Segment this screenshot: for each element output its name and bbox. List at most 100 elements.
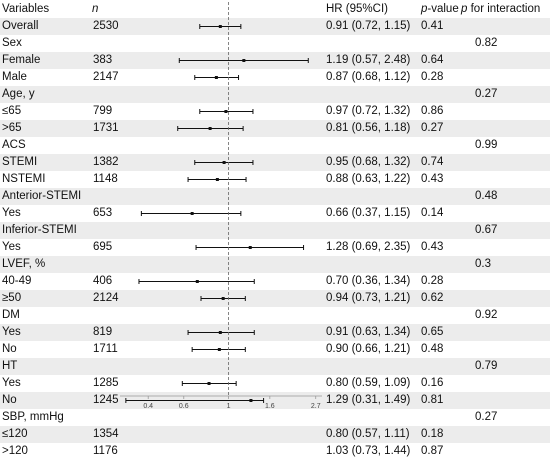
- row-hr-ci: 0.87 (0.68, 1.12): [326, 71, 411, 83]
- row-label: Overall: [2, 20, 39, 32]
- row-hr-ci: 0.91 (0.63, 1.34): [326, 326, 411, 338]
- row-label: Sex: [2, 37, 22, 49]
- header-hr: HR (95%CI): [326, 3, 388, 15]
- row-n: 406: [93, 275, 113, 287]
- row-p-value: 0.18: [421, 428, 444, 440]
- row-n: 1354: [93, 428, 119, 440]
- row-n: 1148: [93, 173, 118, 185]
- row-stripe: [0, 324, 550, 341]
- x-tick-label: 2.7: [311, 403, 321, 410]
- row-stripe: [0, 290, 550, 307]
- row-stripe: [0, 154, 550, 171]
- row-hr-ci: 0.95 (0.68, 1.32): [326, 156, 411, 168]
- row-p-value: 0.62: [421, 292, 444, 304]
- hr-point: [249, 399, 253, 402]
- row-stripe: [0, 256, 550, 273]
- row-p-value: 0.81: [421, 394, 444, 406]
- x-tick-label: 1: [227, 403, 231, 410]
- hr-point: [218, 331, 222, 334]
- row-hr-ci: 0.66 (0.37, 1.15): [326, 207, 411, 219]
- row-hr-ci: 1.19 (0.57, 2.48): [326, 54, 411, 66]
- row-label: Male: [2, 71, 27, 83]
- row-label: Yes: [2, 377, 21, 389]
- row-p-value: 0.86: [421, 105, 444, 117]
- row-n: 1176: [93, 445, 118, 457]
- row-p-interaction: 0.82: [475, 37, 498, 49]
- row-hr-ci: 0.70 (0.36, 1.34): [326, 275, 411, 287]
- row-stripe: [0, 426, 550, 443]
- hr-point: [222, 161, 226, 164]
- hr-point: [242, 59, 246, 62]
- row-p-value: 0.43: [421, 241, 444, 253]
- row-n: 1711: [93, 343, 118, 355]
- row-n: 2124: [93, 292, 119, 304]
- row-label: Anterior-STEMI: [2, 190, 82, 202]
- row-p-interaction: 0.67: [475, 224, 498, 236]
- row-hr-ci: 1.29 (0.31, 1.49): [326, 394, 411, 406]
- row-stripe: [0, 18, 550, 35]
- row-n: 2147: [93, 71, 119, 83]
- row-label: No: [2, 394, 17, 406]
- row-label: 40-49: [2, 275, 32, 287]
- row-hr-ci: 1.28 (0.69, 2.35): [326, 241, 411, 253]
- row-label: No: [2, 343, 17, 355]
- header-n: n: [92, 3, 99, 15]
- header-p-value-p: p: [421, 3, 428, 15]
- hr-point: [218, 25, 222, 28]
- row-n: 653: [93, 207, 113, 219]
- row-p-interaction: 0.3: [475, 258, 491, 270]
- row-hr-ci: 0.88 (0.63, 1.22): [326, 173, 411, 185]
- row-label: >120: [2, 445, 28, 457]
- row-label: ≤65: [2, 105, 22, 117]
- row-p-value: 0.28: [421, 275, 444, 287]
- hr-point: [215, 178, 219, 181]
- hr-point: [208, 127, 212, 130]
- header-p-interaction-rest: for interaction: [467, 3, 541, 15]
- hr-point: [224, 110, 228, 113]
- header-p-value-rest: -value: [427, 3, 459, 15]
- row-label: Yes: [2, 241, 21, 253]
- row-n: 1285: [93, 377, 119, 389]
- header-variables: Variables: [2, 3, 50, 15]
- row-p-value: 0.74: [421, 156, 444, 168]
- row-n: 799: [93, 105, 113, 117]
- row-label: STEMI: [2, 156, 38, 168]
- row-p-interaction: 0.99: [475, 139, 498, 151]
- row-label: Inferior-STEMI: [2, 224, 77, 236]
- row-stripe: [0, 120, 550, 137]
- header-p-interaction: p for interaction: [461, 1, 540, 18]
- row-p-interaction: 0.92: [475, 309, 498, 321]
- x-tick-label: 1.6: [265, 403, 275, 410]
- row-p-value: 0.14: [421, 207, 444, 219]
- row-label: DM: [2, 309, 20, 321]
- row-hr-ci: 0.80 (0.59, 1.09): [326, 377, 411, 389]
- header-p-interaction-p: p: [461, 3, 468, 15]
- row-hr-ci: 1.03 (0.73, 1.44): [326, 445, 411, 457]
- row-p-interaction: 0.27: [475, 88, 498, 100]
- row-n: 2530: [93, 20, 119, 32]
- row-hr-ci: 0.97 (0.72, 1.32): [326, 105, 411, 117]
- row-label: LVEF, %: [2, 258, 46, 270]
- row-label: >65: [2, 122, 22, 134]
- hr-point: [217, 348, 221, 351]
- x-tick-label: 0.6: [179, 403, 189, 410]
- row-stripe: [0, 188, 550, 205]
- row-n: 1245: [93, 394, 119, 406]
- row-hr-ci: 0.91 (0.72, 1.15): [326, 20, 411, 32]
- row-hr-ci: 0.80 (0.57, 1.11): [326, 428, 410, 440]
- row-n: 383: [93, 54, 113, 66]
- row-p-value: 0.43: [421, 173, 444, 185]
- row-stripe: [0, 86, 550, 103]
- row-p-value: 0.65: [421, 326, 444, 338]
- hr-point: [221, 297, 225, 300]
- row-label: ≤120: [2, 428, 28, 440]
- row-stripe: [0, 222, 550, 239]
- row-p-interaction: 0.48: [475, 190, 498, 202]
- row-label: ACS: [2, 139, 26, 151]
- row-n: 1382: [93, 156, 119, 168]
- row-label: Female: [2, 54, 41, 66]
- row-p-value: 0.16: [421, 377, 444, 389]
- row-hr-ci: 0.81 (0.56, 1.18): [326, 122, 411, 134]
- row-hr-ci: 0.94 (0.73, 1.21): [326, 292, 411, 304]
- x-tick-label: 0.4: [143, 403, 153, 410]
